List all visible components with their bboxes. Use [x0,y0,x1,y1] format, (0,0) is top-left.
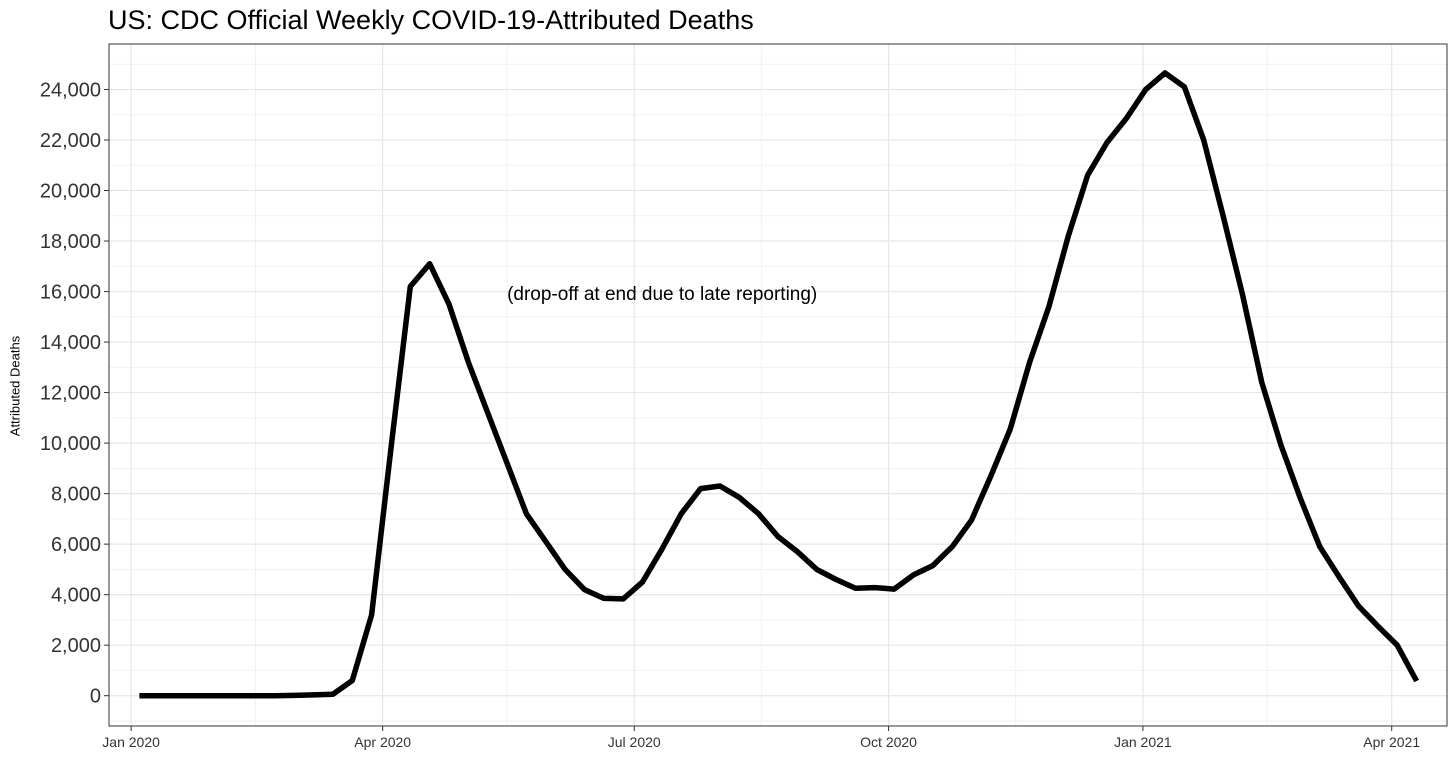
y-tick-label: 18,000 [40,231,101,253]
annotation-text: (drop-off at end due to late reporting) [507,284,817,305]
y-tick-label: 8,000 [51,484,101,506]
x-tick-label: Jan 2021 [1114,734,1172,750]
y-tick-label: 2,000 [51,635,101,657]
x-tick-label: Oct 2020 [860,734,917,750]
y-tick-label: 12,000 [40,383,101,405]
y-tick-label: 22,000 [40,130,101,152]
x-tick-label: Jan 2020 [102,734,160,750]
grid-major [109,44,1447,726]
y-tick-label: 24,000 [40,79,101,101]
x-ticks: Jan 2020 Apr 2020 Jul 2020 Oct 2020 Jan 2021… [102,726,1420,750]
y-ticks: 0 2,000 4,000 6,000 8,000 10,000 12,000 14,000 1… [40,79,109,708]
series-line [139,70,1420,699]
y-tick-label: 20,000 [40,181,101,203]
y-tick-label: 0 [90,686,101,708]
y-tick-label: 14,000 [40,332,101,354]
y-tick-label: 6,000 [51,534,101,556]
grid-minor [109,44,1447,726]
x-tick-label: Apr 2020 [354,734,411,750]
chart-title: US: CDC Official Weekly COVID-19-Attribu… [108,5,754,35]
x-tick-label: Apr 2021 [1363,734,1420,750]
y-tick-label: 4,000 [51,585,101,607]
panel-border [108,43,1448,727]
y-tick-label: 16,000 [40,282,101,304]
y-tick-label: 10,000 [40,433,101,455]
x-tick-label: Jul 2020 [608,734,661,750]
